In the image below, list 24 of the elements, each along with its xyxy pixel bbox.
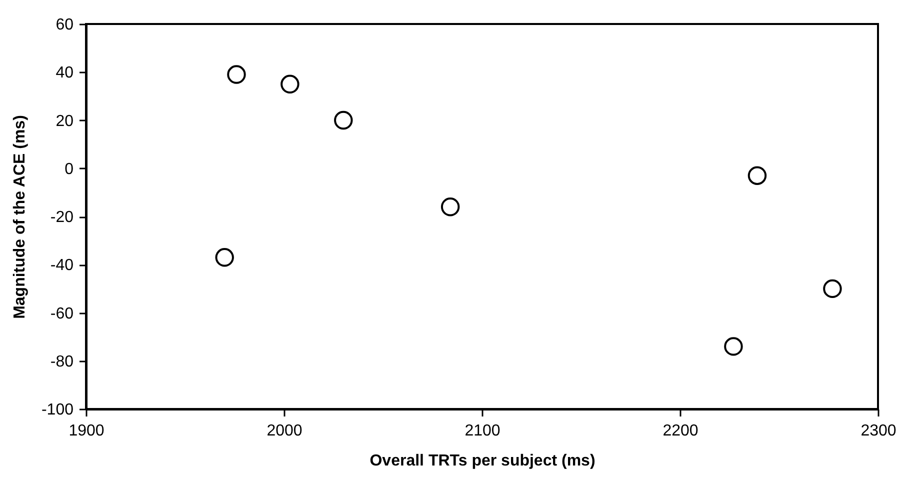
x-tick-label: 2100 — [464, 422, 500, 440]
y-tick-label: -80 — [50, 353, 74, 370]
x-tick-label: 2300 — [860, 422, 896, 440]
point — [280, 74, 300, 94]
y-tick-label: 0 — [64, 160, 74, 178]
y-tick-label: -60 — [50, 305, 74, 322]
y-tick-label: 60 — [56, 16, 74, 34]
x-tick-label: 1900 — [68, 422, 104, 440]
point — [227, 65, 246, 84]
y-tick-label: -100 — [41, 402, 74, 418]
x-tick-label: 2000 — [266, 422, 302, 440]
y-tick-label: 40 — [56, 64, 74, 82]
point — [440, 198, 460, 216]
point — [724, 337, 743, 356]
point — [748, 166, 767, 185]
x-axis-title: Overall TRTs per subject (ms) — [370, 452, 596, 470]
y-tick-label: 20 — [56, 112, 74, 130]
point — [334, 110, 353, 130]
point — [215, 248, 234, 267]
y-tick-label: -40 — [50, 257, 74, 274]
y-axis-title: Magnitude of the ACE (ms) — [11, 115, 28, 319]
y-tick-label: -20 — [50, 209, 74, 226]
x-tick-label: 2200 — [662, 422, 698, 440]
point — [823, 279, 842, 298]
